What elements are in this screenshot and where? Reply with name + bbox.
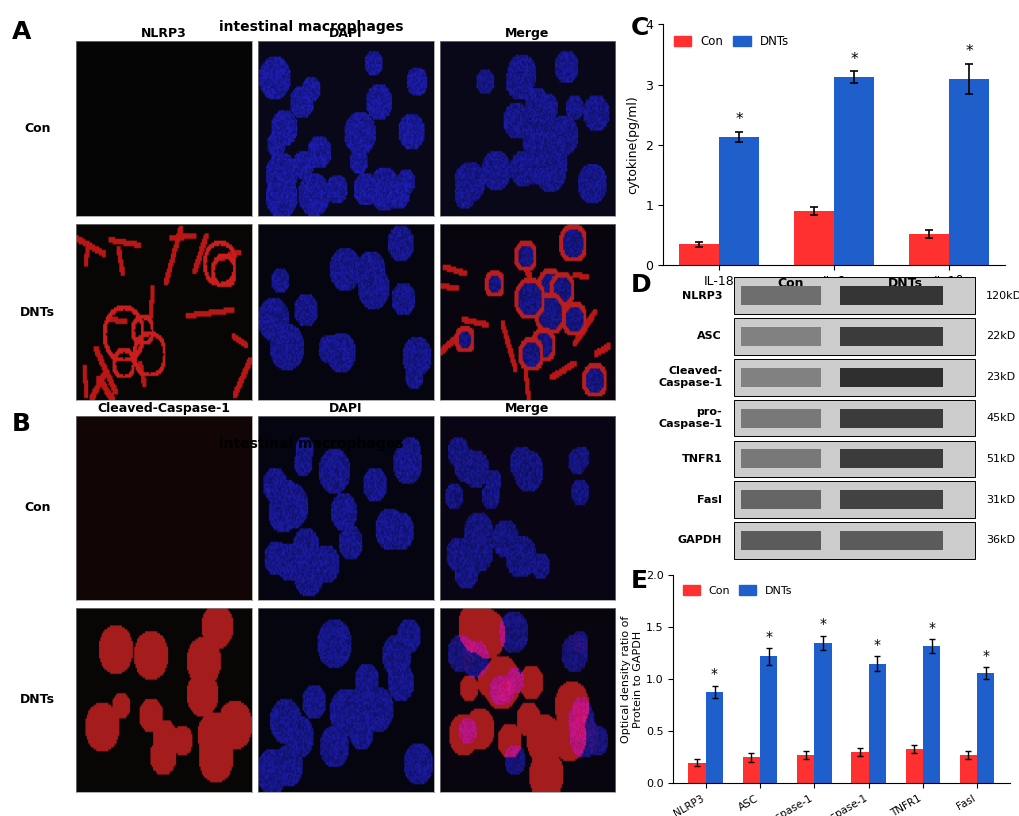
Bar [705, 692, 722, 783]
Bar [796, 756, 813, 783]
Text: 23kD: 23kD [985, 372, 1014, 383]
Text: 45kD: 45kD [985, 413, 1014, 424]
Text: GAPDH: GAPDH [677, 535, 721, 546]
Text: *: * [850, 51, 857, 67]
Y-axis label: cytokine(pg/ml): cytokine(pg/ml) [626, 95, 639, 194]
Text: pro-
Caspase-1: pro- Caspase-1 [657, 407, 721, 429]
Text: *: * [764, 630, 771, 644]
Text: 31kD: 31kD [985, 494, 1014, 505]
Text: *: * [873, 638, 880, 652]
Text: *: * [927, 621, 934, 635]
Bar [922, 646, 940, 783]
Bar [905, 749, 922, 783]
Bar [839, 368, 943, 387]
Title: Merge: Merge [504, 402, 549, 415]
Bar [718, 137, 758, 265]
Text: 36kD: 36kD [985, 535, 1014, 546]
Y-axis label: DNTs: DNTs [20, 694, 55, 706]
Text: *: * [818, 618, 825, 632]
Y-axis label: Optical density ratio of
Protein to GAPDH: Optical density ratio of Protein to GAPD… [621, 615, 642, 743]
Bar [868, 663, 886, 783]
Bar [839, 409, 943, 428]
Y-axis label: Con: Con [24, 502, 51, 514]
Bar [851, 752, 868, 783]
Bar [834, 78, 873, 265]
Bar [733, 400, 974, 437]
Bar [839, 531, 943, 550]
Bar [741, 286, 820, 305]
Bar [733, 481, 974, 518]
Bar [741, 368, 820, 387]
Text: *: * [981, 649, 988, 663]
Bar [976, 673, 994, 783]
Bar [813, 643, 830, 783]
Text: FasI: FasI [696, 494, 721, 505]
Bar [839, 286, 943, 305]
Y-axis label: DNTs: DNTs [20, 306, 55, 318]
Bar [793, 211, 834, 265]
Bar [759, 656, 776, 783]
Bar [948, 78, 988, 265]
Text: B: B [12, 412, 32, 436]
Text: 51kD: 51kD [985, 454, 1014, 464]
Bar [959, 756, 976, 783]
Bar [741, 490, 820, 509]
Bar [733, 318, 974, 355]
Text: 120kD: 120kD [985, 290, 1019, 301]
Text: intestinal macrophages: intestinal macrophages [219, 20, 403, 34]
Bar [733, 441, 974, 477]
Bar [908, 234, 948, 265]
Legend: Con, DNTs: Con, DNTs [668, 30, 794, 53]
Text: *: * [710, 667, 717, 681]
Text: ASC: ASC [697, 331, 721, 342]
Title: Merge: Merge [504, 27, 549, 40]
Bar [839, 327, 943, 346]
Bar [839, 490, 943, 509]
Text: D: D [630, 273, 650, 297]
Bar [741, 409, 820, 428]
Bar [742, 757, 759, 783]
Text: intestinal macrophages: intestinal macrophages [219, 437, 403, 450]
Bar [733, 277, 974, 314]
Text: Cleaved-
Caspase-1: Cleaved- Caspase-1 [657, 366, 721, 388]
Y-axis label: Con: Con [24, 122, 51, 135]
Text: C: C [630, 16, 648, 40]
Text: TNFR1: TNFR1 [681, 454, 721, 464]
Title: NLRP3: NLRP3 [142, 27, 186, 40]
Bar [733, 359, 974, 396]
Title: DAPI: DAPI [329, 27, 362, 40]
Bar [741, 450, 820, 468]
Text: 22kD: 22kD [985, 331, 1014, 342]
Text: *: * [735, 113, 742, 127]
Bar [678, 244, 718, 265]
Bar [688, 762, 705, 783]
Text: A: A [12, 20, 32, 44]
Text: *: * [964, 44, 972, 59]
Title: DAPI: DAPI [329, 402, 362, 415]
Text: DNTs: DNTs [888, 277, 922, 290]
Bar [733, 522, 974, 559]
Text: Con: Con [777, 277, 803, 290]
Text: NLRP3: NLRP3 [681, 290, 721, 301]
Bar [741, 531, 820, 550]
Legend: Con, DNTs: Con, DNTs [678, 581, 796, 601]
Bar [741, 327, 820, 346]
Text: E: E [630, 569, 647, 592]
Bar [839, 450, 943, 468]
Title: Cleaved-Caspase-1: Cleaved-Caspase-1 [98, 402, 230, 415]
